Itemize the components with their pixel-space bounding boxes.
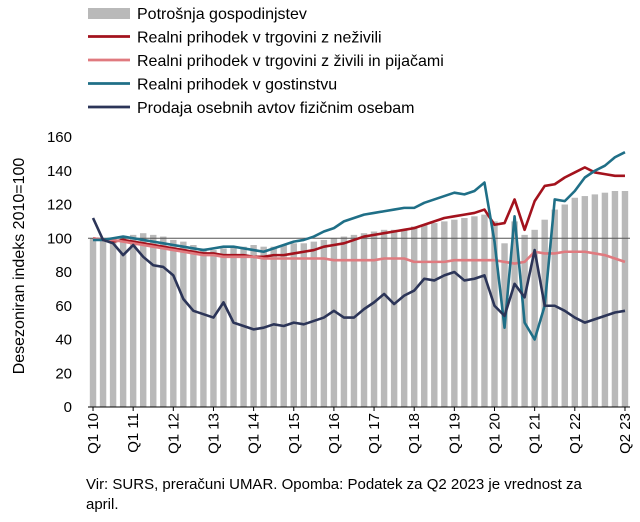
legend-label: Realni prihodek v trgovini z živili in p…: [137, 53, 444, 70]
legend-label: Prodaja osebnih avtov fizičnim osebam: [137, 100, 414, 117]
bar: [601, 192, 609, 407]
bar: [89, 238, 97, 407]
y-tick-label: 40: [55, 332, 72, 349]
legend-label: Realni prihodek v gostinstvu: [137, 77, 337, 94]
y-axis-ticks: 0 20 40 60 80 100 120 140 160: [47, 129, 72, 416]
bar: [400, 229, 408, 407]
x-tick-label: Q1 18: [406, 413, 423, 454]
bar: [129, 234, 137, 408]
y-tick-label: 60: [55, 298, 72, 315]
bar: [581, 196, 589, 407]
x-tick-label: Q1 10: [85, 413, 102, 454]
bar: [310, 241, 318, 408]
bar: [431, 223, 438, 407]
bar: [230, 246, 237, 407]
bar: [370, 231, 378, 407]
legend: Potrošnja gospodinjstev Realni prihodek v…: [88, 6, 444, 117]
bar: [380, 229, 388, 407]
bar: [561, 204, 568, 407]
bar: [150, 234, 157, 408]
x-tick-label: Q1 22: [567, 413, 584, 454]
bar: [270, 246, 277, 407]
bar: [180, 241, 187, 408]
y-tick-label: 100: [47, 230, 72, 247]
y-tick-label: 140: [47, 163, 72, 180]
bar: [410, 226, 418, 407]
bar: [441, 221, 448, 408]
line-series: [91, 151, 626, 341]
bar: [160, 236, 167, 407]
bar: [621, 191, 629, 407]
legend-label: Realni prihodek v trgovini z neživili: [137, 30, 382, 47]
bar: [320, 239, 328, 407]
bar: [109, 238, 117, 407]
bar: [591, 194, 599, 408]
series-line-4: [91, 217, 626, 331]
y-tick-label: 20: [55, 365, 72, 382]
x-tick-label: Q1 16: [326, 413, 343, 454]
x-tick-label: Q1 20: [487, 413, 504, 454]
source-note: Vir: SURS, preračuni UMAR. Opomba: Podat…: [86, 476, 582, 513]
bar: [461, 218, 468, 407]
x-tick-label: Q1 12: [165, 413, 182, 454]
legend-label: Potrošnja gospodinjstev: [137, 6, 307, 23]
bar: [551, 209, 558, 407]
bar: [210, 250, 217, 407]
x-tick-label: Q1 11: [125, 413, 142, 453]
y-tick-label: 160: [47, 129, 72, 146]
bar: [481, 214, 488, 408]
bar: [390, 229, 398, 407]
bar: [99, 239, 107, 407]
bar: [571, 197, 578, 407]
x-tick-label: Q1 14: [246, 413, 263, 454]
y-tick-label: 0: [64, 399, 72, 416]
y-axis-label: Desezoniran indeks 2010=100: [11, 158, 28, 375]
bar: [220, 248, 227, 408]
bar: [451, 219, 458, 407]
bar: [511, 221, 518, 408]
household-consumption-bars: [89, 191, 629, 408]
bar: [330, 238, 338, 407]
x-tick-label: Q1 19: [446, 413, 463, 454]
bar: [250, 245, 257, 407]
bar: [200, 248, 207, 408]
bar: [170, 239, 177, 407]
y-tick-label: 80: [55, 264, 72, 281]
bar: [471, 216, 478, 407]
bar: [139, 233, 147, 407]
series-line-1: [92, 166, 625, 259]
bar: [190, 245, 197, 407]
x-tick-label: Q1 21: [527, 413, 544, 454]
x-tick-label: Q2 23: [617, 413, 634, 454]
bar: [611, 191, 619, 407]
bar: [290, 243, 297, 407]
bar: [360, 233, 368, 407]
bar: [491, 221, 498, 408]
bar: [421, 224, 428, 407]
x-tick-label: Q1 17: [366, 413, 383, 454]
bar: [541, 219, 548, 407]
bar: [340, 236, 348, 407]
x-tick-label: Q1 13: [205, 413, 222, 454]
bar: [119, 236, 127, 407]
series-line-3: [93, 151, 626, 341]
legend-swatch: [88, 8, 130, 19]
y-tick-label: 120: [47, 197, 72, 214]
bar: [531, 229, 538, 407]
x-axis-ticks: Q1 10 Q1 11 Q1 12 Q1 13 Q1 14 Q1 15 Q1 16 Q1 17…: [85, 407, 634, 454]
x-tick-label: Q1 15: [286, 413, 303, 454]
bar: [350, 234, 358, 408]
